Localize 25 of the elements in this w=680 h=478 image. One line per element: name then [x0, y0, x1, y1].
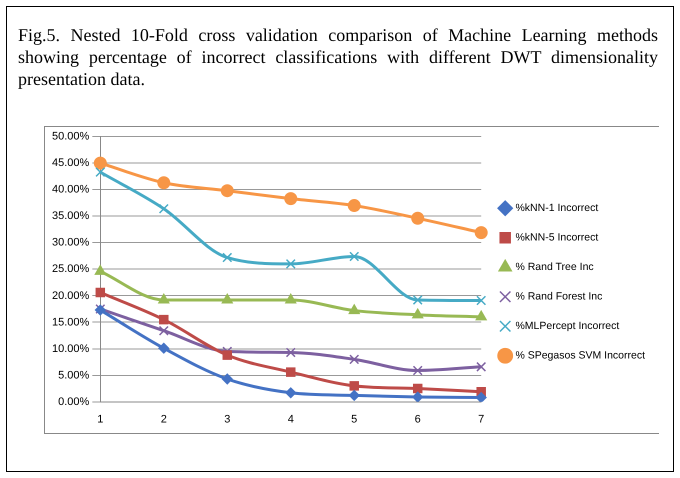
x-tick-label: 6 [414, 413, 421, 426]
legend-label: %kNN-1 Incorrect [515, 202, 598, 214]
x-tick-label: 1 [97, 413, 104, 426]
y-tick-label: 35.00% [52, 210, 90, 222]
legend-label: % Rand Forest Inc [515, 290, 602, 303]
y-tick-label: 5.00% [58, 369, 90, 382]
chart-title: Fig.5. Nested 10-Fold cross validation comparison of Machine Learning methods showing percentage of incorrect classifications with different DWT dimensionality presentation data. [18, 24, 658, 90]
y-tick-label: 45.00% [52, 157, 90, 170]
y-tick-label: 25.00% [52, 263, 90, 276]
x-tick-label: 4 [288, 413, 294, 426]
x-tick-label: 5 [351, 413, 358, 426]
x-tick-label: 2 [160, 413, 167, 426]
y-tick-label: 10.00% [52, 342, 90, 355]
y-tick-label: 40.00% [52, 184, 90, 196]
y-tick-label: 20.00% [52, 290, 90, 302]
y-tick-label: 30.00% [52, 236, 90, 249]
legend-label: %kNN-5 Incorrect [515, 232, 598, 244]
x-tick-label: 7 [478, 413, 484, 426]
legend-label: %MLPercept Incorrect [515, 320, 620, 332]
legend-label: % Rand Tree Inc [515, 261, 594, 274]
x-tick-label: 3 [224, 413, 230, 426]
legend-label: % SPegasos SVM Incorrect [515, 350, 646, 362]
y-tick-label: 0.00% [58, 396, 90, 408]
y-tick-label: 15.00% [52, 316, 90, 328]
y-tick-label: 50.00% [52, 130, 90, 143]
